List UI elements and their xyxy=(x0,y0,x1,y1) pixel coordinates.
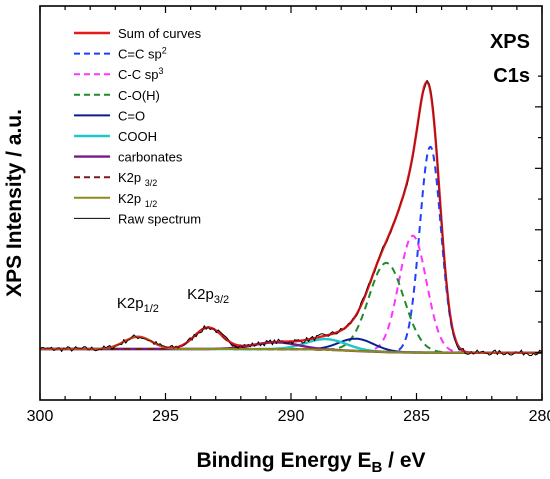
y-axis-title: XPS Intensity / a.u. xyxy=(3,109,26,297)
legend-label: Sum of curves xyxy=(118,26,202,41)
annotation-xps: XPS xyxy=(490,31,530,53)
x-tick-label: 300 xyxy=(27,408,54,425)
peak-annotation: K2p1/2 xyxy=(117,295,159,315)
x-axis-title: Binding Energy EB / eV xyxy=(196,449,425,476)
legend-label: Raw spectrum xyxy=(118,211,201,226)
x-tick-label: 285 xyxy=(403,408,430,425)
legend-label: C-O(H) xyxy=(118,88,160,103)
legend-label: carbonates xyxy=(118,150,183,165)
x-tick-label: 290 xyxy=(278,408,305,425)
annotation-c1s: C1s xyxy=(493,65,530,87)
sum-overlay-line xyxy=(40,81,542,354)
x-tick-label: 295 xyxy=(152,408,179,425)
x-axis-title-unit: / eV xyxy=(382,449,425,472)
legend-label: C-C sp3 xyxy=(118,66,163,82)
legend-label: COOH xyxy=(118,129,157,144)
x-axis-title-main: Binding Energy E xyxy=(196,449,371,472)
legend-label: K2p 3/2 xyxy=(118,170,157,188)
peak-annotation: K2p3/2 xyxy=(187,286,229,306)
legend-label: C=O xyxy=(118,108,145,123)
series-line xyxy=(40,261,542,354)
series-line xyxy=(40,80,542,354)
x-tick-label: 280 xyxy=(529,408,550,425)
legend-label: K2p 1/2 xyxy=(118,191,157,209)
x-axis-title-subscript: B xyxy=(371,459,382,476)
legend-label: C=C sp2 xyxy=(118,46,167,62)
series-line xyxy=(40,335,542,354)
series-line xyxy=(40,234,542,354)
